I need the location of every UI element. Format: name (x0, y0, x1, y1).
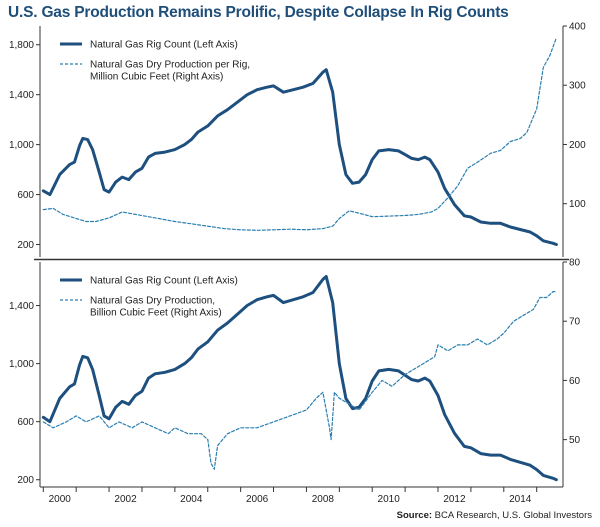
left-tick-label: 1,400 (9, 90, 34, 101)
right-tick-label: 200 (569, 140, 586, 151)
left-tick-label: 1,000 (9, 140, 34, 151)
legend-label: Natural Gas Dry Production, Billion Cubic… (90, 296, 222, 319)
right-tick-label: 50 (569, 435, 581, 446)
x-tick-label: 2008 (312, 494, 335, 505)
legend-label: Natural Gas Rig Count (Left Axis) (90, 276, 238, 287)
left-tick-label: 600 (17, 417, 34, 428)
legend-label: Natural Gas Rig Count (Left Axis) (90, 40, 238, 51)
x-tick-label: 2010 (378, 494, 401, 505)
left-tick-label: 1,800 (9, 40, 34, 51)
right-tick-label: 300 (569, 81, 586, 92)
x-tick-label: 2012 (443, 494, 466, 505)
x-tick-label: 2002 (114, 494, 137, 505)
left-tick-label: 1,400 (9, 301, 34, 312)
left-tick-label: 200 (17, 240, 34, 251)
production-line (42, 37, 557, 231)
right-tick-label: 400 (569, 22, 586, 33)
right-tick-label: 100 (569, 199, 586, 210)
right-tick-label: 60 (569, 376, 581, 387)
x-tick-label: 2004 (180, 494, 203, 505)
left-tick-label: 600 (17, 190, 34, 201)
source-label: Source: (396, 510, 433, 521)
rig-count-line (41, 68, 558, 246)
left-tick-label: 200 (17, 475, 34, 486)
source-note: Source: BCA Research, U.S. Global Invest… (397, 510, 592, 521)
x-tick-label: 2000 (49, 494, 72, 505)
x-tick-label: 2006 (246, 494, 269, 505)
right-tick-label: 80 (569, 258, 581, 269)
source-text: BCA Research, U.S. Global Investors (432, 510, 592, 521)
production-line (42, 291, 557, 470)
right-tick-label: 70 (569, 317, 581, 328)
left-tick-label: 1,000 (9, 359, 34, 370)
x-tick-label: 2014 (509, 494, 532, 505)
legend-label: Natural Gas Dry Production per Rig, Milli… (90, 60, 250, 83)
rig-count-line (41, 275, 558, 482)
chart-title: U.S. Gas Production Remains Prolific, De… (8, 4, 509, 21)
